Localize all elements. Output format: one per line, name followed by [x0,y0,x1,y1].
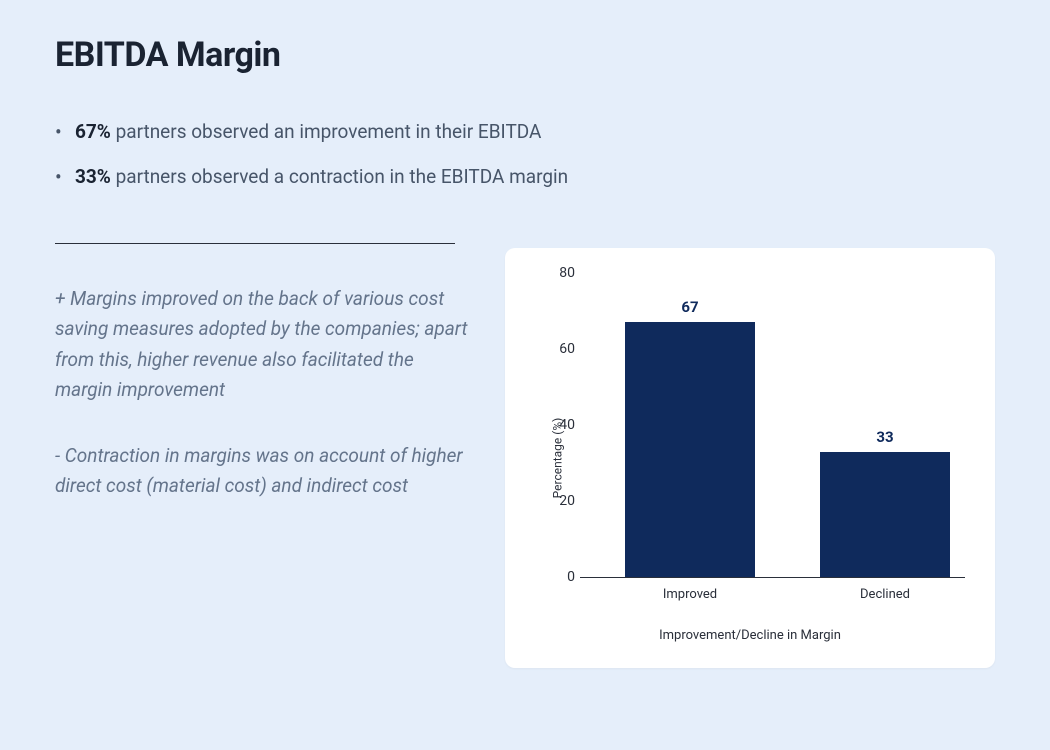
x-tick-label: Improved [625,587,755,602]
bar: 33 [820,452,950,577]
x-axis-title: Improvement/Decline in Margin [505,628,995,643]
x-tick-label: Declined [820,587,950,602]
bullet-value: 33% [75,165,111,188]
y-tick-label: 60 [545,341,575,357]
bullet-item: 67% partners observed an improvement in … [55,120,995,143]
bar: 67 [625,322,755,577]
bar-value-label: 33 [820,428,950,446]
divider [55,243,455,244]
y-tick-label: 40 [545,417,575,433]
bullet-value: 67% [75,120,111,143]
bullet-text: partners observed a contraction in the E… [111,165,568,188]
bullet-list: 67% partners observed an improvement in … [55,120,995,188]
bar-value-label: 67 [625,298,755,316]
y-tick-label: 20 [545,493,575,509]
bar-chart-card: Percentage (%) 02040608067Improved33Decl… [505,248,995,668]
y-tick-label: 0 [545,569,575,585]
positive-note: + Margins improved on the back of variou… [55,284,475,406]
chart-column: Percentage (%) 02040608067Improved33Decl… [505,248,995,668]
negative-note: - Contraction in margins was on account … [55,441,475,502]
notes-column: + Margins improved on the back of variou… [55,243,475,536]
bullet-text: partners observed an improvement in thei… [111,120,542,143]
page-title: EBITDA Margin [55,35,995,75]
bullet-item: 33% partners observed a contraction in t… [55,165,995,188]
y-tick-label: 80 [545,265,575,281]
plot-area: 02040608067Improved33Declined [580,273,965,578]
